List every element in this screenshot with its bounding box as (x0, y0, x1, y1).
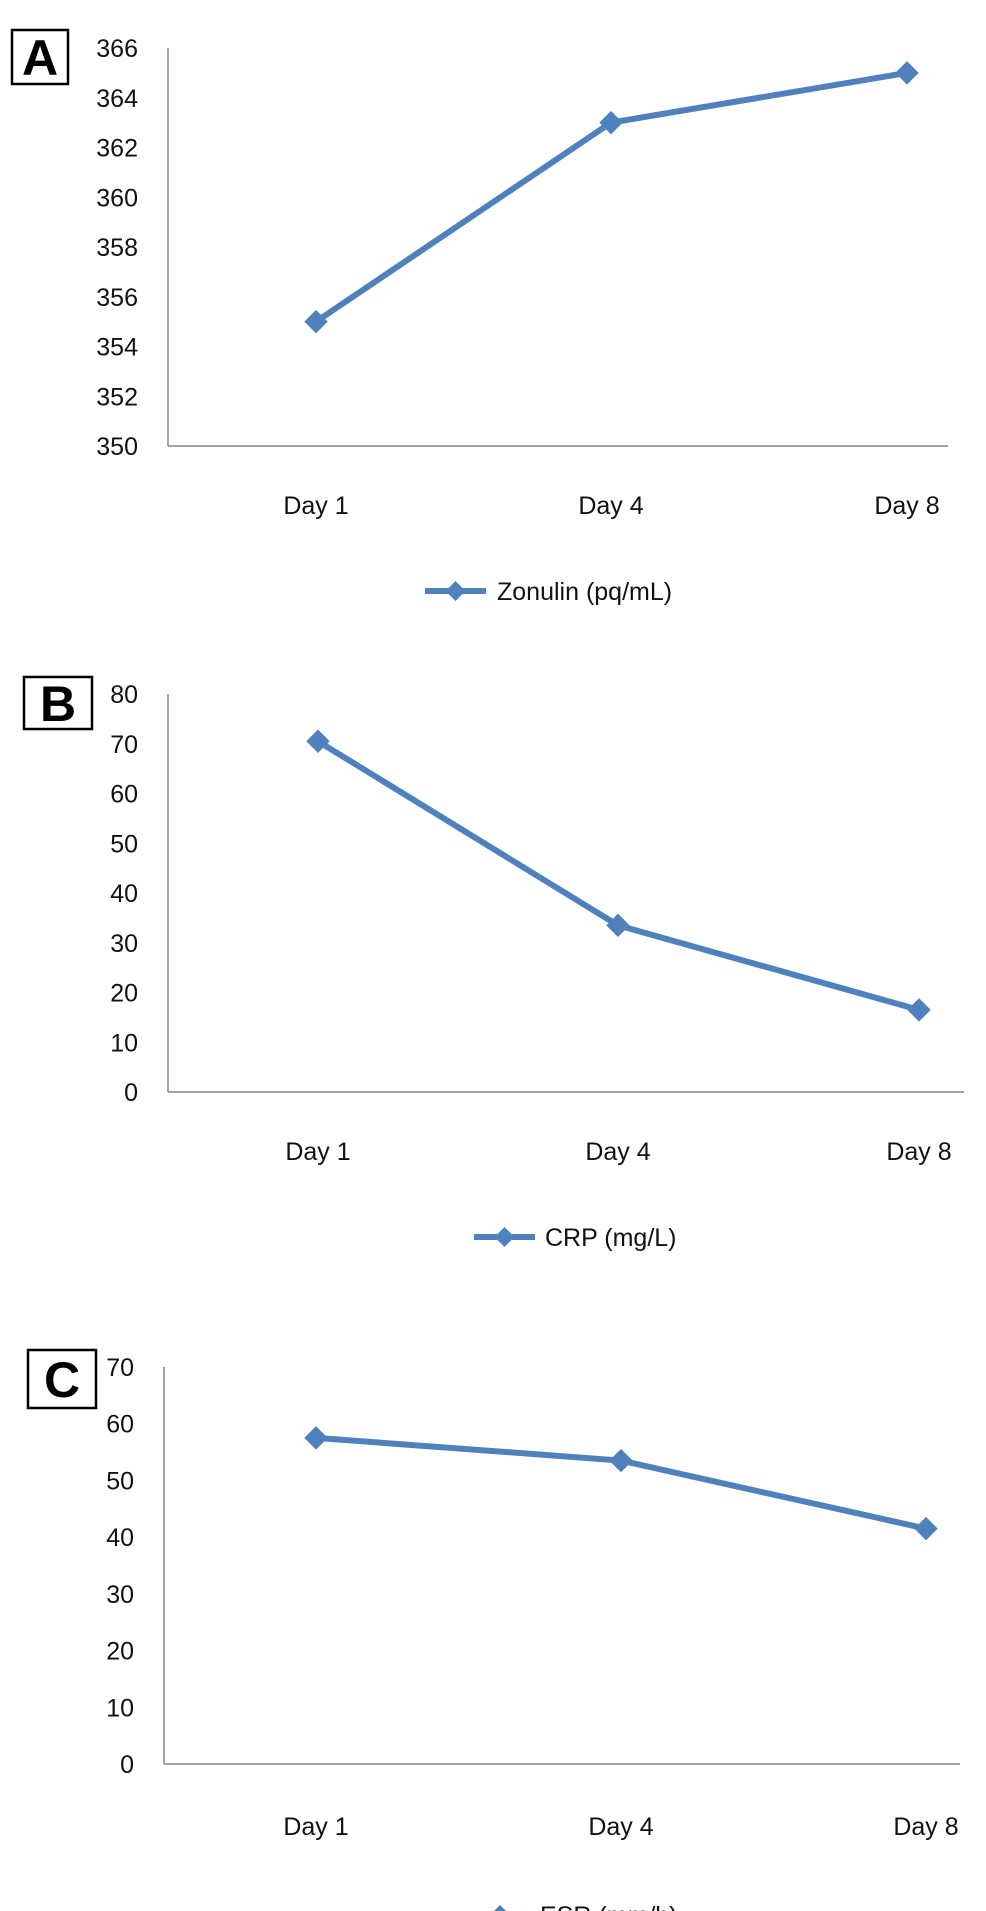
legend: ESR (mm/h) (494, 1902, 678, 1911)
y-tick-label: 70 (110, 731, 138, 759)
y-tick-label: 364 (96, 85, 138, 113)
y-tick-label: 0 (124, 1079, 138, 1107)
data-point-marker (306, 729, 330, 753)
y-tick-label: 40 (106, 1524, 134, 1552)
legend-label: Zonulin (pq/mL) (497, 578, 672, 606)
x-tick-label: Day 8 (886, 1138, 951, 1166)
data-point-marker (304, 309, 328, 334)
x-tick-label: Day 1 (283, 1813, 348, 1841)
y-tick-label: 80 (110, 681, 138, 709)
panel-label: A (22, 30, 58, 86)
x-tick-label: Day 1 (283, 492, 348, 520)
series-line (314, 69, 908, 325)
y-tick-label: 60 (106, 1411, 134, 1439)
y-tick-label: 350 (96, 433, 138, 461)
y-tick-label: 354 (96, 334, 138, 362)
x-tick-label: Day 8 (874, 492, 939, 520)
y-tick-label: 30 (106, 1581, 134, 1609)
panel-label-box (26, 1348, 98, 1410)
legend: Zonulin (pq/mL) (425, 578, 672, 606)
y-tick-label: 366 (96, 35, 138, 63)
chart-panel-1: A 350 352 354 356 358 360 362 364 366 Day 1 Day 4 Da… (10, 28, 948, 606)
data-point-marker (907, 998, 931, 1022)
panel-label-box (10, 28, 70, 86)
chart-panel-2: B 0 10 20 30 40 50 60 70 80 Day 1 Day 4 Day 8 CRP (mg… (22, 675, 964, 1252)
y-tick-label: 40 (110, 880, 138, 908)
y-tick-label: 358 (96, 234, 138, 262)
y-tick-label: 10 (106, 1694, 134, 1722)
y-tick-label: 70 (106, 1354, 134, 1382)
legend-marker (494, 1905, 506, 1911)
y-tick-label: 50 (110, 830, 138, 858)
data-point-marker (914, 1516, 938, 1541)
y-tick-label: 360 (96, 184, 138, 212)
data-point-marker (606, 913, 630, 938)
data-point-marker (895, 61, 919, 85)
legend-label: ESR (mm/h) (540, 1902, 678, 1911)
data-point-marker (609, 1448, 633, 1473)
x-tick-label: Day 4 (578, 492, 643, 520)
data-point-marker (599, 110, 623, 135)
data-point-marker (304, 1426, 328, 1450)
panel-label-box (22, 675, 94, 731)
y-tick-label: 20 (106, 1638, 134, 1666)
series-line (316, 738, 920, 1013)
y-tick-label: 362 (96, 135, 138, 163)
y-tick-label: 20 (110, 980, 138, 1008)
legend-marker (445, 581, 466, 601)
panel-label: B (40, 676, 76, 732)
x-tick-label: Day 1 (285, 1138, 350, 1166)
y-tick-label: 352 (96, 383, 138, 411)
x-tick-label: Day 8 (893, 1813, 958, 1841)
y-tick-label: 50 (106, 1467, 134, 1495)
y-tick-label: 356 (96, 284, 138, 312)
legend-marker (494, 1227, 515, 1247)
y-tick-label: 30 (110, 930, 138, 958)
chart-panel-3: C 0 10 20 30 40 50 60 70 Day 1 Day 4 Day 8 ESR (mm/h… (26, 1348, 960, 1911)
x-tick-label: Day 4 (585, 1138, 650, 1166)
legend: CRP (mg/L) (474, 1224, 677, 1252)
legend-label: CRP (mg/L) (545, 1224, 677, 1252)
y-tick-label: 60 (110, 781, 138, 809)
y-tick-label: 0 (120, 1751, 134, 1779)
y-tick-label: 10 (110, 1029, 138, 1057)
x-tick-label: Day 4 (588, 1813, 653, 1841)
panel-label: C (44, 1352, 80, 1408)
